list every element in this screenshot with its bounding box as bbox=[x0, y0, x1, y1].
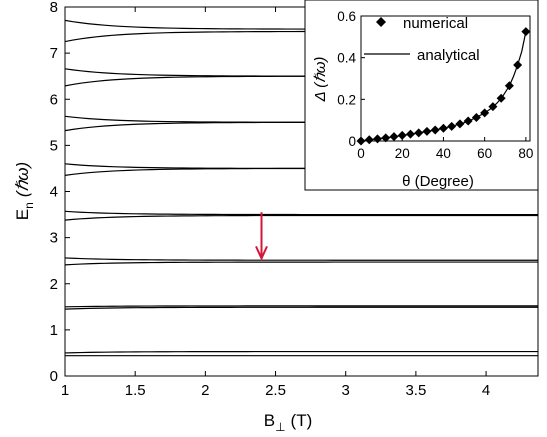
x-axis-label-unit: (T) bbox=[291, 411, 313, 430]
numerical-point bbox=[389, 132, 399, 142]
y-tick-label: 7 bbox=[50, 45, 58, 62]
numerical-point bbox=[356, 136, 366, 146]
numerical-point bbox=[430, 125, 440, 135]
numerical-point bbox=[364, 135, 374, 145]
numerical-point bbox=[521, 27, 531, 37]
y-tick-label: 5 bbox=[50, 137, 58, 154]
legend-analytical-label: analytical bbox=[417, 47, 480, 64]
inset-x-tick-label: 0 bbox=[357, 146, 365, 161]
x-tick-label: 3.5 bbox=[405, 382, 426, 399]
numerical-point bbox=[447, 121, 457, 131]
x-axis-label: B⊥ (T) bbox=[264, 411, 313, 434]
y-axis-label-unit: (ℏω) bbox=[13, 162, 32, 197]
inset-y-tick-label: 0.4 bbox=[337, 51, 356, 66]
numerical-point bbox=[422, 126, 432, 136]
inset-legend: numerical analytical bbox=[364, 15, 480, 64]
inset-y-tick-label: 0 bbox=[348, 134, 356, 149]
inset-y-axis-label: Δ (ℏω) bbox=[312, 57, 329, 103]
x-axis-label-subscript: ⊥ bbox=[275, 420, 285, 434]
inset-plot: 0 20 40 60 80 0 0.2 0.4 0.6 numerical analytical… bbox=[304, 0, 539, 191]
y-tick-label: 0 bbox=[50, 368, 58, 385]
energy-level-curve-2 bbox=[65, 305, 538, 308]
inset-panel bbox=[304, 0, 539, 191]
numerical-point bbox=[513, 60, 523, 70]
inset-x-tick-label: 40 bbox=[436, 146, 451, 161]
inset-x-tick-label: 60 bbox=[477, 146, 492, 161]
numerical-point bbox=[504, 81, 514, 91]
numerical-point bbox=[405, 129, 415, 139]
y-axis-label-main: E bbox=[13, 209, 32, 220]
x-axis-label-main: B bbox=[264, 411, 275, 430]
numerical-point bbox=[463, 116, 473, 126]
x-tick-label: 1 bbox=[61, 382, 69, 399]
energy-level-curve-6 bbox=[65, 210, 538, 216]
inset-axis-ticks: 0 20 40 60 80 0 0.2 0.4 0.6 bbox=[337, 9, 533, 161]
numerical-point bbox=[496, 93, 506, 103]
y-tick-label: 6 bbox=[50, 91, 58, 108]
arrow-head bbox=[255, 245, 268, 261]
numerical-point bbox=[397, 130, 407, 140]
y-tick-label: 8 bbox=[50, 0, 58, 16]
legend-numerical-label: numerical bbox=[403, 15, 468, 32]
numerical-point bbox=[381, 133, 391, 143]
numerical-point bbox=[480, 108, 490, 118]
energy-level-curve-5 bbox=[65, 261, 538, 266]
x-tick-label: 4 bbox=[482, 382, 490, 399]
numerical-point bbox=[372, 134, 382, 144]
y-tick-label: 2 bbox=[50, 276, 58, 293]
red-arrow-annotation bbox=[255, 212, 268, 261]
energy-level-curve-7 bbox=[65, 214, 538, 221]
y-axis-label: En (ℏω) bbox=[13, 162, 36, 220]
x-tick-label: 1.5 bbox=[125, 382, 146, 399]
energy-level-curve-3 bbox=[65, 306, 538, 310]
inset-x-tick-label: 80 bbox=[518, 146, 533, 161]
numerical-point bbox=[488, 102, 498, 112]
inset-series bbox=[356, 27, 531, 146]
x-tick-label: 3 bbox=[342, 382, 350, 399]
x-tick-label: 2 bbox=[201, 382, 209, 399]
y-tick-label: 1 bbox=[50, 322, 58, 339]
energy-levels bbox=[65, 19, 538, 357]
x-tick-label: 2.5 bbox=[265, 382, 286, 399]
energy-level-curve-0 bbox=[65, 350, 538, 354]
y-tick-label: 3 bbox=[50, 230, 58, 247]
y-axis-label-subscript: n bbox=[22, 202, 36, 209]
inset-y-tick-label: 0.2 bbox=[337, 92, 356, 107]
inset-y-tick-label: 0.6 bbox=[337, 9, 356, 24]
y-tick-label: 4 bbox=[50, 184, 58, 201]
inset-x-tick-label: 20 bbox=[395, 146, 410, 161]
legend-numerical-marker bbox=[376, 17, 386, 27]
numerical-point bbox=[471, 112, 481, 122]
numerical-point bbox=[414, 128, 424, 138]
inset-x-axis-label: θ (Degree) bbox=[402, 173, 474, 190]
inset-plot-frame bbox=[360, 15, 531, 142]
numerical-point bbox=[438, 123, 448, 133]
numerical-point bbox=[455, 119, 465, 129]
energy-level-curve-4 bbox=[65, 257, 538, 261]
